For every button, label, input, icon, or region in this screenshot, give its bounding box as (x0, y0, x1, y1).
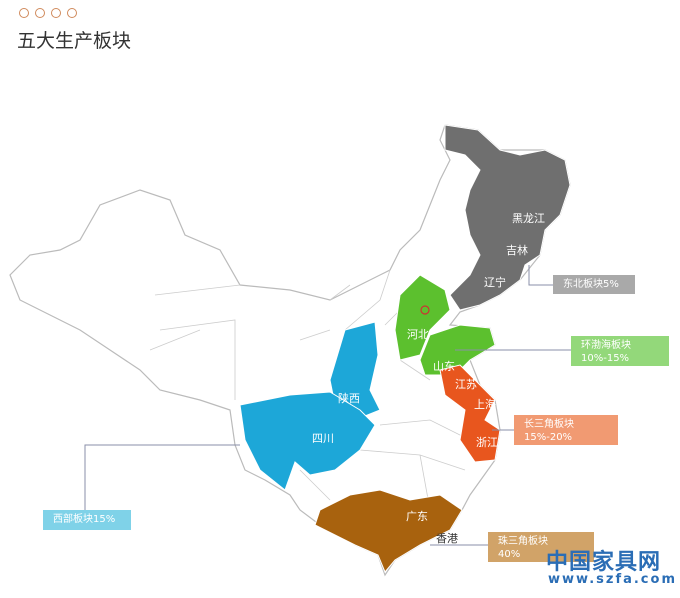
label-heilongjiang: 黑龙江 (512, 212, 545, 225)
label-jiangsu: 江苏 (455, 378, 477, 391)
label-zhejiang: 浙江 (476, 436, 498, 449)
leader-lines (84, 265, 572, 546)
decorative-dots (19, 8, 77, 18)
label-shanghai: 上海 (474, 397, 496, 411)
label-hongkong: 香港 (436, 532, 458, 545)
region-yangtze (439, 364, 501, 463)
watermark-logo: 中国家具网 (546, 550, 662, 575)
callout-bohai: 环渤海板块 10%-15% (571, 336, 669, 366)
capital-marker (420, 305, 430, 315)
callout-pearl: 珠三角板块 40% (488, 532, 594, 562)
label-shaanxi: 陕西 (338, 391, 360, 405)
label-guangdong: 广东 (406, 510, 428, 523)
label-jilin: 吉林 (506, 243, 528, 257)
region-hebei (394, 274, 451, 361)
label-liaoning: 辽宁 (484, 275, 506, 289)
callout-yangtze: 长三角板块 15%-20% (514, 415, 618, 445)
watermark-url: www.szfa.com (548, 572, 677, 587)
page-title: 五大生产板块 (17, 30, 132, 52)
region-shaanxi (329, 321, 381, 419)
label-shandong: 山东 (433, 360, 455, 373)
label-sichuan: 四川 (312, 432, 334, 445)
label-hebei: 河北 (407, 328, 429, 341)
region-sichuan (239, 391, 376, 491)
callout-northeast: 东北板块5% (553, 275, 635, 294)
region-guangdong (314, 489, 463, 573)
region-northeast (444, 124, 571, 311)
callout-west: 西部板块15% (43, 510, 131, 530)
